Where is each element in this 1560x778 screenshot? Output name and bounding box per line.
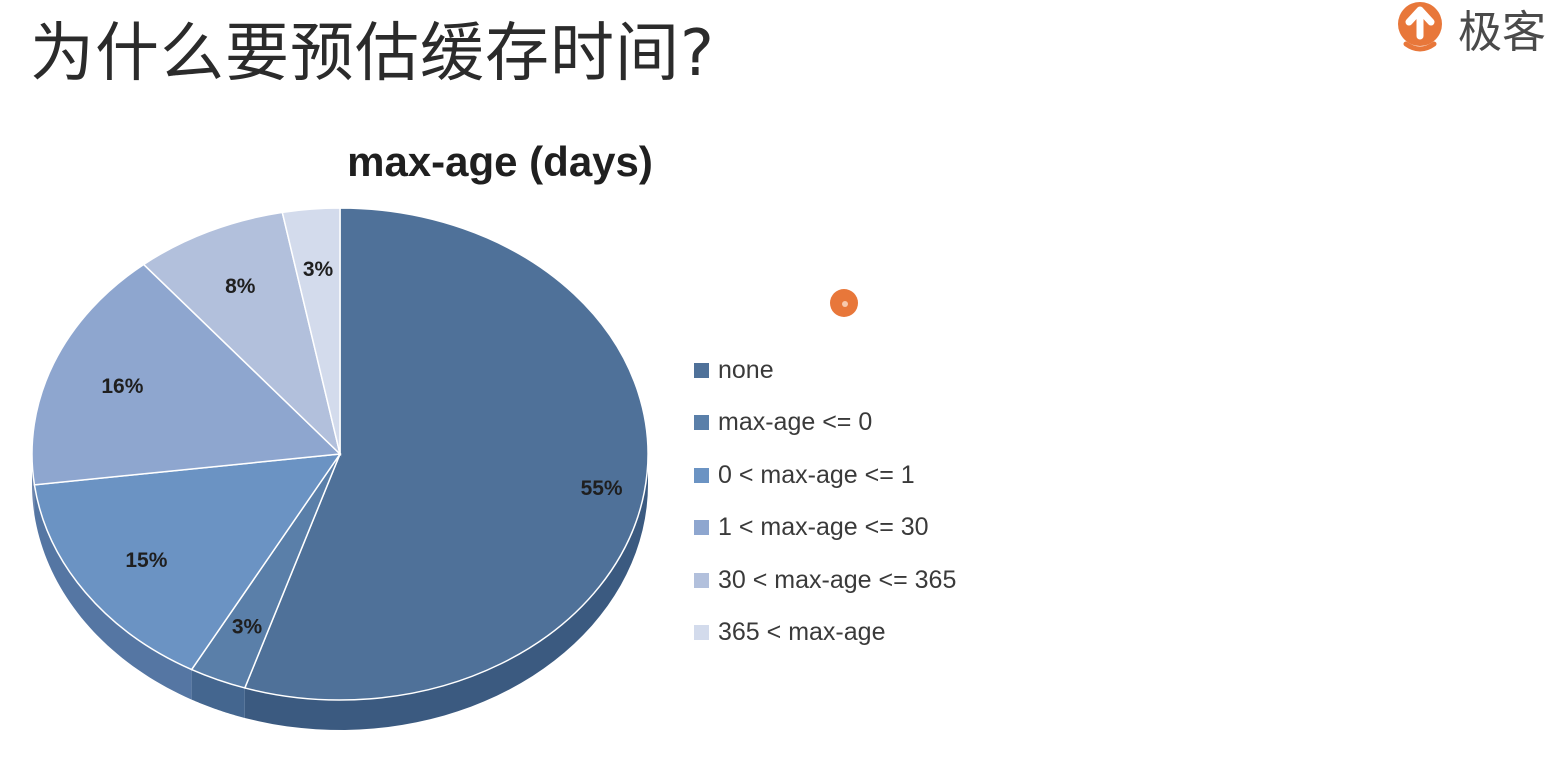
slide-title: 为什么要预估缓存时间? — [30, 17, 715, 91]
pie-data-label: 3% — [232, 616, 263, 639]
brand-logo: 极客 — [1392, 0, 1546, 58]
pie-data-label: 15% — [125, 549, 167, 572]
legend-item-none: none — [694, 344, 956, 397]
pie-data-label: 8% — [225, 275, 256, 298]
pie-slice-365-max-age — [281, 207, 341, 455]
legend-swatch — [694, 520, 709, 536]
legend-item-365-max-age: 365 < max-age — [694, 607, 956, 660]
pie-data-label: 3% — [303, 258, 334, 281]
pointer-cursor-icon — [830, 289, 858, 317]
legend-swatch — [694, 625, 709, 641]
legend-label: 0 < max-age <= 1 — [718, 460, 915, 489]
legend-swatch — [694, 362, 709, 378]
pie-side-none — [244, 454, 648, 730]
logo-text: 极客 — [1458, 7, 1546, 58]
legend-label: none — [718, 355, 774, 384]
legend-label: max-age <= 0 — [718, 408, 873, 437]
pie-slice-30-max-age-365 — [142, 211, 342, 457]
legend-swatch — [694, 415, 709, 431]
geekbang-logo-icon — [1398, 2, 1442, 52]
pie-data-label: 55% — [581, 477, 623, 500]
legend-item-0-max-age-1: 0 < max-age <= 1 — [694, 449, 956, 502]
pie-side-0-max-age-1 — [34, 484, 192, 700]
pie-side-max-age-0 — [191, 669, 245, 718]
pie-side-1-max-age-30 — [32, 454, 35, 515]
legend-label: 30 < max-age <= 365 — [718, 565, 957, 594]
pie-data-label: 16% — [101, 375, 143, 398]
legend-item-30-max-age-365: 30 < max-age <= 365 — [694, 554, 956, 607]
legend-swatch — [694, 467, 709, 483]
pie-slice-1-max-age-30 — [31, 263, 342, 486]
chart-legend: none max-age <= 0 0 < max-age <= 1 1 < max-… — [694, 344, 956, 659]
legend-label: 365 < max-age — [718, 618, 886, 647]
legend-swatch — [694, 572, 709, 588]
chart-title: max-age (days) — [347, 138, 653, 185]
legend-item-max-age-0: max-age <= 0 — [694, 397, 956, 450]
legend-label: 1 < max-age <= 30 — [718, 513, 929, 542]
pie-slice-0-max-age-1 — [33, 453, 342, 671]
legend-item-1-max-age-30: 1 < max-age <= 30 — [694, 502, 956, 555]
pie-slice-none — [243, 207, 649, 701]
